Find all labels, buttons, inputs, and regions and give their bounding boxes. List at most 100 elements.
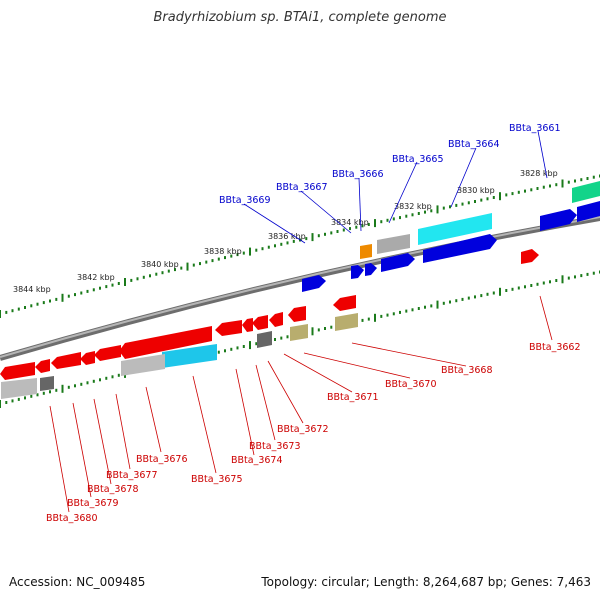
minor-tick xyxy=(230,347,233,351)
minor-tick xyxy=(342,228,345,232)
major-tick xyxy=(249,247,251,256)
gene-feature[interactable] xyxy=(335,313,358,331)
gene-label[interactable]: BBta_3678 xyxy=(87,484,139,495)
major-tick xyxy=(61,384,64,393)
gene-label[interactable]: BBta_3671 xyxy=(327,392,379,403)
minor-tick xyxy=(317,328,320,332)
gene-label[interactable]: BBta_3679 xyxy=(67,498,119,509)
minor-tick xyxy=(224,349,226,353)
gene-feature[interactable] xyxy=(302,275,326,292)
gene-feature[interactable] xyxy=(269,312,283,327)
gene-feature[interactable] xyxy=(80,351,95,365)
gene-feature[interactable] xyxy=(242,318,253,332)
forward-gene-labels: BBta_3661 BBta_3664 BBta_3665 BBta_3666 … xyxy=(219,123,561,206)
gene-label[interactable]: BBta_3673 xyxy=(249,441,301,452)
gene-label[interactable]: BBta_3662 xyxy=(529,342,581,353)
gene-label[interactable]: BBta_3664 xyxy=(448,139,500,150)
gene-label[interactable]: BBta_3670 xyxy=(385,379,437,390)
gene-feature[interactable] xyxy=(35,359,50,373)
gene-feature[interactable] xyxy=(540,209,577,231)
tick-label: 3840 kbp xyxy=(141,260,179,269)
minor-tick xyxy=(536,187,539,190)
gene-label[interactable]: BBta_3676 xyxy=(136,454,188,465)
major-tick xyxy=(374,219,376,228)
minor-tick xyxy=(380,220,383,224)
gene-feature[interactable] xyxy=(51,352,81,369)
minor-tick xyxy=(586,272,589,276)
major-tick xyxy=(311,327,314,336)
gene-label[interactable]: BBta_3675 xyxy=(191,474,243,485)
minor-tick xyxy=(5,401,8,404)
minor-tick xyxy=(42,391,45,395)
gene-feature[interactable] xyxy=(162,344,217,368)
gene-feature[interactable] xyxy=(418,213,492,245)
gene-feature[interactable] xyxy=(288,306,306,322)
gene-label[interactable]: BBta_3677 xyxy=(106,470,158,481)
gene-feature[interactable] xyxy=(252,315,268,330)
gene-label[interactable]: BBta_3674 xyxy=(231,455,283,466)
gene-label[interactable]: BBta_3661 xyxy=(509,123,561,134)
gene-feature[interactable] xyxy=(351,265,364,279)
minor-tick xyxy=(592,175,595,179)
minor-tick xyxy=(324,327,326,330)
gene-feature[interactable] xyxy=(119,326,212,359)
gene-feature[interactable] xyxy=(377,234,410,254)
gene-label[interactable]: BBta_3665 xyxy=(392,154,444,165)
minor-tick xyxy=(549,280,551,284)
gene-feature[interactable] xyxy=(94,345,121,361)
map-title: Bradyrhizobium sp. BTAi1, complete genom… xyxy=(153,10,447,25)
minor-tick xyxy=(286,241,289,245)
minor-tick xyxy=(211,259,214,263)
minor-tick xyxy=(11,309,14,313)
minor-tick xyxy=(130,278,133,282)
minor-tick xyxy=(530,188,533,192)
reverse-leaders xyxy=(49,295,553,513)
gene-feature[interactable] xyxy=(521,249,539,264)
gene-feature[interactable] xyxy=(381,253,415,272)
minor-tick xyxy=(317,234,320,238)
gene-feature[interactable] xyxy=(423,234,497,263)
gene-feature[interactable] xyxy=(257,331,272,348)
minor-tick xyxy=(36,393,39,397)
minor-tick xyxy=(367,223,370,226)
gene-feature[interactable] xyxy=(333,295,356,311)
minor-tick xyxy=(567,180,570,184)
minor-tick xyxy=(267,245,270,249)
gene-label[interactable]: BBta_3666 xyxy=(332,169,384,180)
tick-label: 3834 kbp xyxy=(331,218,369,227)
gene-feature[interactable] xyxy=(1,378,37,399)
minor-tick xyxy=(405,214,408,218)
gene-feature[interactable] xyxy=(290,324,308,341)
minor-tick xyxy=(92,379,95,383)
minor-tick xyxy=(530,284,533,287)
minor-tick xyxy=(255,248,258,252)
minor-tick xyxy=(117,373,120,377)
gene-feature[interactable] xyxy=(0,362,35,380)
gene-feature[interactable] xyxy=(365,263,377,276)
minor-tick xyxy=(405,309,408,313)
gene-feature[interactable] xyxy=(121,354,165,376)
minor-tick xyxy=(92,288,95,292)
gene-feature[interactable] xyxy=(360,244,372,259)
minor-tick xyxy=(480,198,483,202)
minor-tick xyxy=(217,350,220,354)
major-tick xyxy=(61,293,64,302)
gene-feature[interactable] xyxy=(40,376,54,391)
minor-tick xyxy=(305,237,308,241)
minor-tick xyxy=(474,295,476,299)
gene-feature[interactable] xyxy=(215,320,242,336)
gene-feature[interactable] xyxy=(572,181,600,203)
minor-tick xyxy=(449,300,451,304)
major-tick xyxy=(561,179,564,188)
minor-tick xyxy=(480,294,483,298)
minor-tick xyxy=(517,190,520,194)
minor-tick xyxy=(361,224,364,228)
gene-label[interactable]: BBta_3672 xyxy=(277,424,329,435)
major-tick xyxy=(499,287,501,296)
gene-label[interactable]: BBta_3667 xyxy=(276,182,328,193)
gene-label[interactable]: BBta_3669 xyxy=(219,195,271,206)
gene-label[interactable]: BBta_3680 xyxy=(46,513,98,524)
gene-label[interactable]: BBta_3668 xyxy=(441,365,493,376)
gene-feature[interactable] xyxy=(577,201,600,222)
